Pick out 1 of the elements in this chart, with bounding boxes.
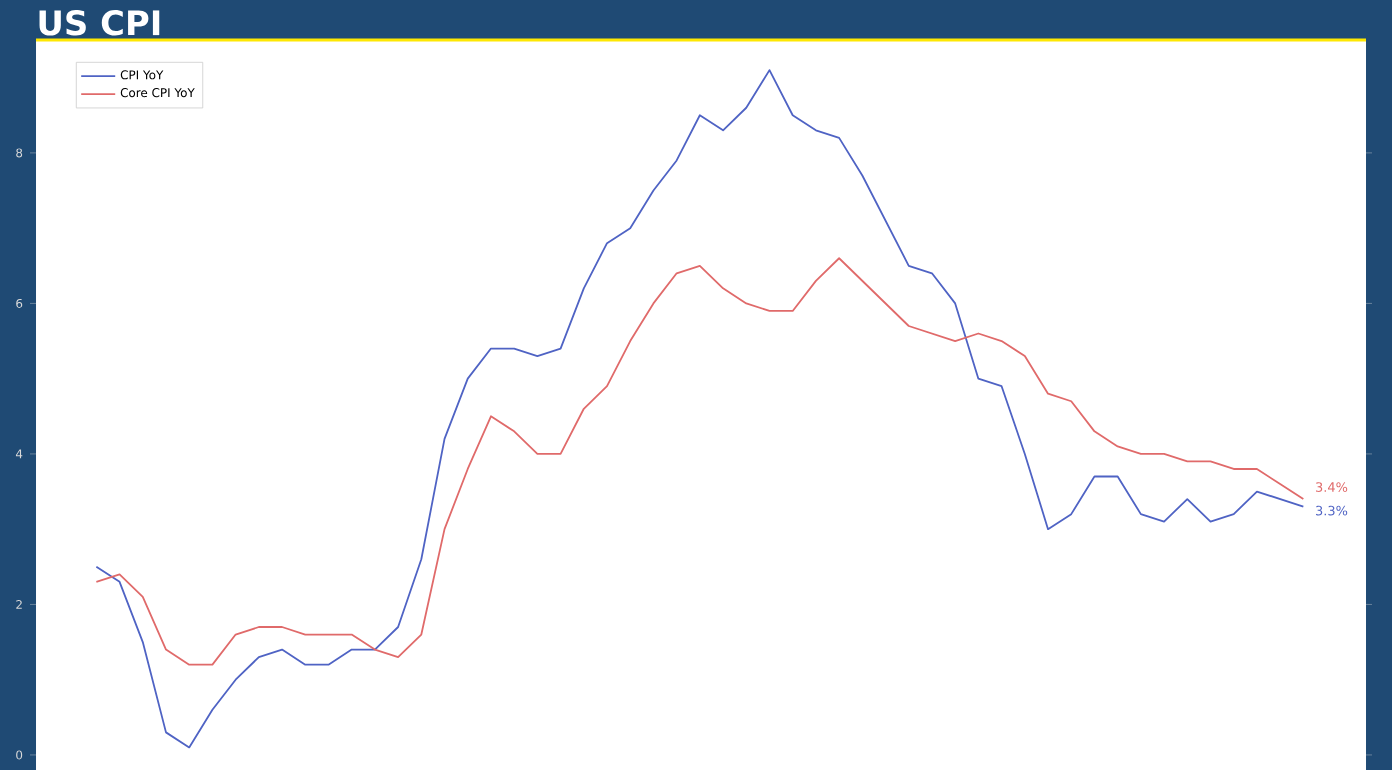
chart-title: US CPI	[39, 9, 160, 36]
